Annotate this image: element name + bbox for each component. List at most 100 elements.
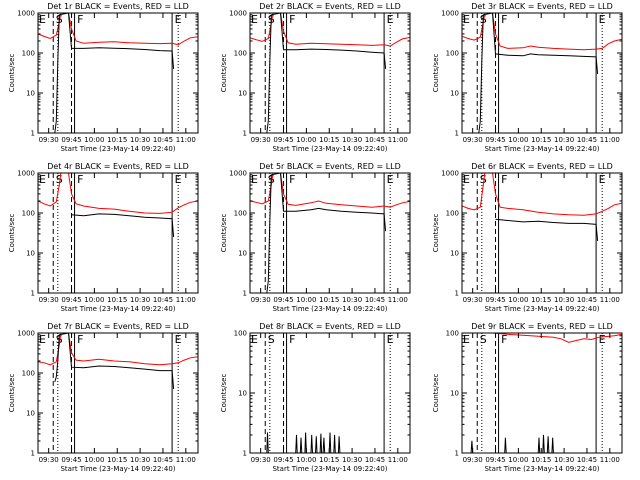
plot-frame xyxy=(37,332,199,454)
x-tick-label: 10:15 xyxy=(531,296,551,304)
x-tick-label: 09:30 xyxy=(251,456,271,464)
x-tick-label: 10:15 xyxy=(319,456,339,464)
y-axis-label: Counts/sec xyxy=(432,214,440,253)
segment-label: F xyxy=(289,333,295,346)
x-tick-label: 10:00 xyxy=(84,456,104,464)
y-axis-label: Counts/sec xyxy=(220,374,228,413)
x-tick-label: 10:30 xyxy=(130,296,150,304)
x-tick-label: 09:45 xyxy=(485,456,505,464)
y-tick-label: 10 xyxy=(26,250,35,258)
lld-rate-line xyxy=(492,333,622,343)
y-tick-label: 1000 xyxy=(229,10,247,18)
segment-label: E xyxy=(39,333,46,346)
x-axis-label: Start Time (23-May-14 09:22:40) xyxy=(272,145,387,153)
segment-label: E xyxy=(387,13,394,26)
x-tick-label: 10:15 xyxy=(107,456,127,464)
x-axis-label: Start Time (23-May-14 09:22:40) xyxy=(60,305,175,313)
y-tick-label: 1000 xyxy=(441,10,459,18)
x-tick-label: 10:00 xyxy=(508,456,528,464)
y-tick-label: 100 xyxy=(22,210,35,218)
x-tick-label: 09:30 xyxy=(39,296,59,304)
x-tick-label: 09:30 xyxy=(251,136,271,144)
y-tick-label: 1000 xyxy=(17,170,35,178)
x-tick-label: 09:45 xyxy=(273,296,293,304)
x-tick-label: 09:30 xyxy=(39,456,59,464)
plot-frame xyxy=(37,12,199,134)
y-tick-label: 1000 xyxy=(229,170,247,178)
x-tick-label: 10:00 xyxy=(296,456,316,464)
x-tick-label: 10:30 xyxy=(554,136,574,144)
x-tick-label: 09:45 xyxy=(485,296,505,304)
x-axis-label: Start Time (23-May-14 09:22:40) xyxy=(60,465,175,473)
y-tick-label: 10 xyxy=(450,90,459,98)
x-axis-label: Start Time (23-May-14 09:22:40) xyxy=(272,465,387,473)
x-tick-label: 10:00 xyxy=(84,296,104,304)
segment-label: E xyxy=(599,13,606,26)
panel-title: Det 8r BLACK = Events, RED = LLD xyxy=(259,322,401,331)
x-tick-label: 09:30 xyxy=(463,136,483,144)
x-tick-label: 10:45 xyxy=(577,296,597,304)
y-axis-label: Counts/sec xyxy=(8,54,16,93)
x-tick-label: 09:30 xyxy=(463,296,483,304)
x-tick-label: 10:45 xyxy=(365,296,385,304)
x-tick-label: 09:30 xyxy=(251,296,271,304)
y-axis-label: Counts/sec xyxy=(220,54,228,93)
panel-title: Det 6r BLACK = Events, RED = LLD xyxy=(471,162,613,171)
y-axis-label: Counts/sec xyxy=(432,54,440,93)
panel-title: Det 4r BLACK = Events, RED = LLD xyxy=(47,162,189,171)
x-tick-label: 10:45 xyxy=(153,136,173,144)
x-tick-label: 11:00 xyxy=(176,296,196,304)
event-rate-line xyxy=(54,333,175,389)
x-tick-label: 10:00 xyxy=(296,136,316,144)
y-tick-label: 1 xyxy=(243,130,247,138)
event-rate-line xyxy=(478,13,599,133)
y-tick-label: 10 xyxy=(238,90,247,98)
x-tick-label: 09:45 xyxy=(485,136,505,144)
segment-label: E xyxy=(175,333,182,346)
segment-label: E xyxy=(175,13,182,26)
event-rate-line xyxy=(266,173,387,293)
x-tick-label: 11:00 xyxy=(600,136,620,144)
x-tick-label: 10:00 xyxy=(508,136,528,144)
x-tick-label: 10:00 xyxy=(296,296,316,304)
segment-label: S xyxy=(268,333,275,346)
segment-label: S xyxy=(480,173,487,186)
y-tick-label: 10 xyxy=(26,410,35,418)
x-tick-label: 10:30 xyxy=(342,456,362,464)
y-tick-label: 100 xyxy=(234,330,247,338)
y-tick-label: 1 xyxy=(31,130,35,138)
x-tick-label: 10:30 xyxy=(130,136,150,144)
segment-label: F xyxy=(501,333,507,346)
plot-frame xyxy=(249,12,411,134)
segment-label: E xyxy=(251,333,258,346)
y-tick-label: 1 xyxy=(243,290,247,298)
x-tick-label: 10:45 xyxy=(153,296,173,304)
lld-rate-line xyxy=(462,13,622,51)
plot-frame xyxy=(461,172,623,294)
event-rate-line xyxy=(266,13,387,133)
x-tick-label: 11:00 xyxy=(600,456,620,464)
panel-title: Det 7r BLACK = Events, RED = LLD xyxy=(47,322,189,331)
y-tick-label: 10 xyxy=(450,250,459,258)
segment-label: F xyxy=(289,13,295,26)
y-tick-label: 10 xyxy=(238,390,247,398)
x-tick-label: 10:00 xyxy=(508,296,528,304)
segment-label: E xyxy=(251,13,258,26)
event-rate-line xyxy=(54,13,175,133)
x-tick-label: 11:00 xyxy=(176,136,196,144)
segment-label: S xyxy=(56,173,63,186)
x-tick-label: 11:00 xyxy=(388,136,408,144)
panel-title: Det 5r BLACK = Events, RED = LLD xyxy=(259,162,401,171)
x-tick-label: 09:45 xyxy=(61,456,81,464)
lld-rate-line xyxy=(38,333,198,366)
x-tick-label: 10:15 xyxy=(107,296,127,304)
segment-label: E xyxy=(175,173,182,186)
segment-label: E xyxy=(387,173,394,186)
